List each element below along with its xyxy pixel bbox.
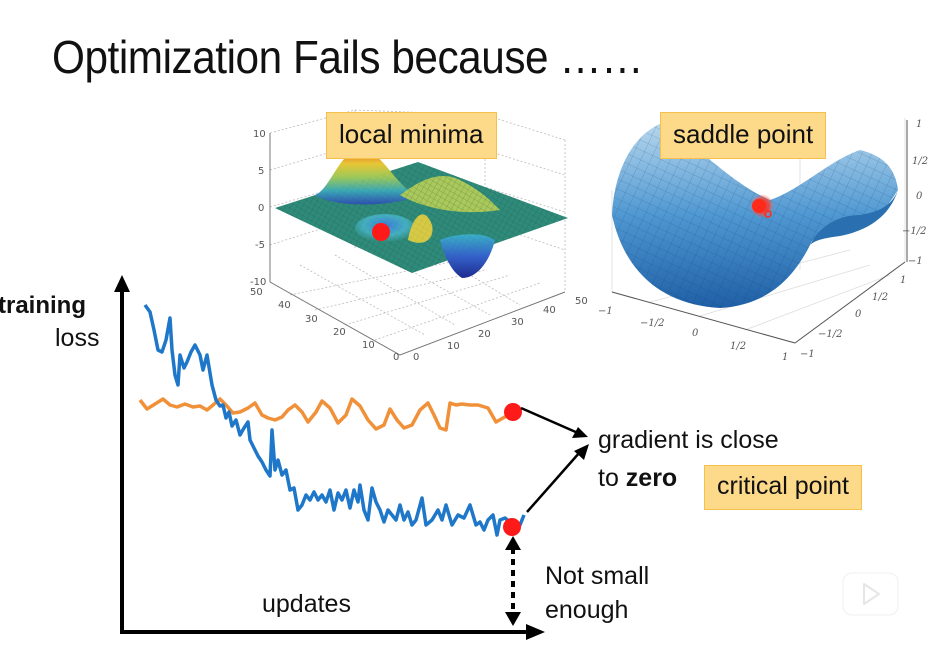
saddle-y-ticks: −1 −1/2 0 1/2 1 (800, 275, 906, 360)
local-minima-x-ticks: 0 10 20 30 40 50 (413, 296, 588, 363)
svg-text:0: 0 (692, 328, 699, 339)
svg-text:1/2: 1/2 (730, 341, 746, 352)
blue-end-marker (503, 518, 521, 536)
svg-text:10: 10 (447, 341, 460, 352)
x-axis-label-updates: updates (262, 590, 351, 618)
orange-loss-curve (138, 397, 511, 432)
saddle-point-marker (752, 199, 766, 213)
svg-text:-5: -5 (255, 240, 265, 251)
local-minima-label: local minima (326, 112, 497, 159)
gradient-text-zero: zero (625, 464, 678, 492)
svg-text:−1: −1 (598, 306, 613, 317)
saddle-x-ticks: −1 −1/2 0 1/2 1 (598, 306, 788, 363)
svg-text:0: 0 (916, 191, 923, 202)
svg-text:−1/2: −1/2 (818, 329, 842, 340)
gradient-text-to: to (598, 464, 626, 492)
not-small-line1: Not small (545, 562, 650, 590)
svg-text:5: 5 (258, 166, 264, 177)
svg-text:−1: −1 (800, 349, 815, 360)
gradient-text-line1: gradient is close (598, 426, 779, 454)
local-minima-surface (275, 150, 568, 278)
blue-loss-curve (143, 303, 526, 537)
svg-text:1: 1 (782, 352, 788, 363)
svg-text:50: 50 (250, 287, 263, 298)
svg-text:20: 20 (478, 329, 491, 340)
svg-text:−1: −1 (908, 256, 923, 267)
saddle-z-ticks: 1 1/2 0 −1/2 −1 (902, 119, 928, 267)
svg-text:0: 0 (413, 352, 419, 363)
svg-text:0: 0 (258, 203, 264, 214)
svg-text:10: 10 (362, 340, 375, 351)
orange-end-marker (504, 403, 522, 421)
arrow-blue-to-text (526, 444, 589, 513)
svg-text:30: 30 (305, 314, 318, 325)
svg-text:40: 40 (278, 300, 291, 311)
slide-title: Optimization Fails because …… (52, 31, 644, 83)
svg-text:40: 40 (543, 305, 556, 316)
y-axis-label-training: training (0, 292, 86, 319)
svg-text:−1/2: −1/2 (640, 318, 664, 329)
svg-text:1/2: 1/2 (872, 292, 888, 303)
local-minimum-marker (372, 223, 390, 241)
x-axis-arrow (120, 624, 545, 640)
svg-text:1: 1 (916, 119, 922, 130)
svg-text:20: 20 (333, 327, 346, 338)
svg-text:0: 0 (393, 352, 399, 363)
svg-text:30: 30 (511, 317, 524, 328)
svg-text:-10: -10 (250, 277, 266, 288)
tv-play-icon (842, 564, 899, 616)
dotted-double-arrow (505, 536, 521, 626)
svg-text:−1/2: −1/2 (902, 226, 926, 237)
saddle-point-small-marker (764, 210, 772, 218)
critical-point-label: critical point (704, 465, 862, 510)
saddle-point-label: saddle point (660, 112, 827, 159)
y-axis-label-loss: loss (55, 324, 100, 352)
svg-text:10: 10 (253, 129, 266, 140)
arrow-orange-to-text (520, 406, 588, 438)
svg-text:1/2: 1/2 (912, 156, 928, 167)
svg-text:0: 0 (855, 309, 862, 320)
local-minima-z-ticks: 10 5 0 -5 -10 (250, 129, 266, 288)
svg-text:50: 50 (575, 296, 588, 307)
gradient-text-line2: to zero (598, 464, 677, 493)
svg-text:1: 1 (900, 275, 906, 286)
not-small-line2: enough (545, 596, 629, 624)
local-minima-y-ticks: 50 40 30 20 10 0 (250, 287, 399, 363)
y-axis-arrow (114, 275, 130, 632)
